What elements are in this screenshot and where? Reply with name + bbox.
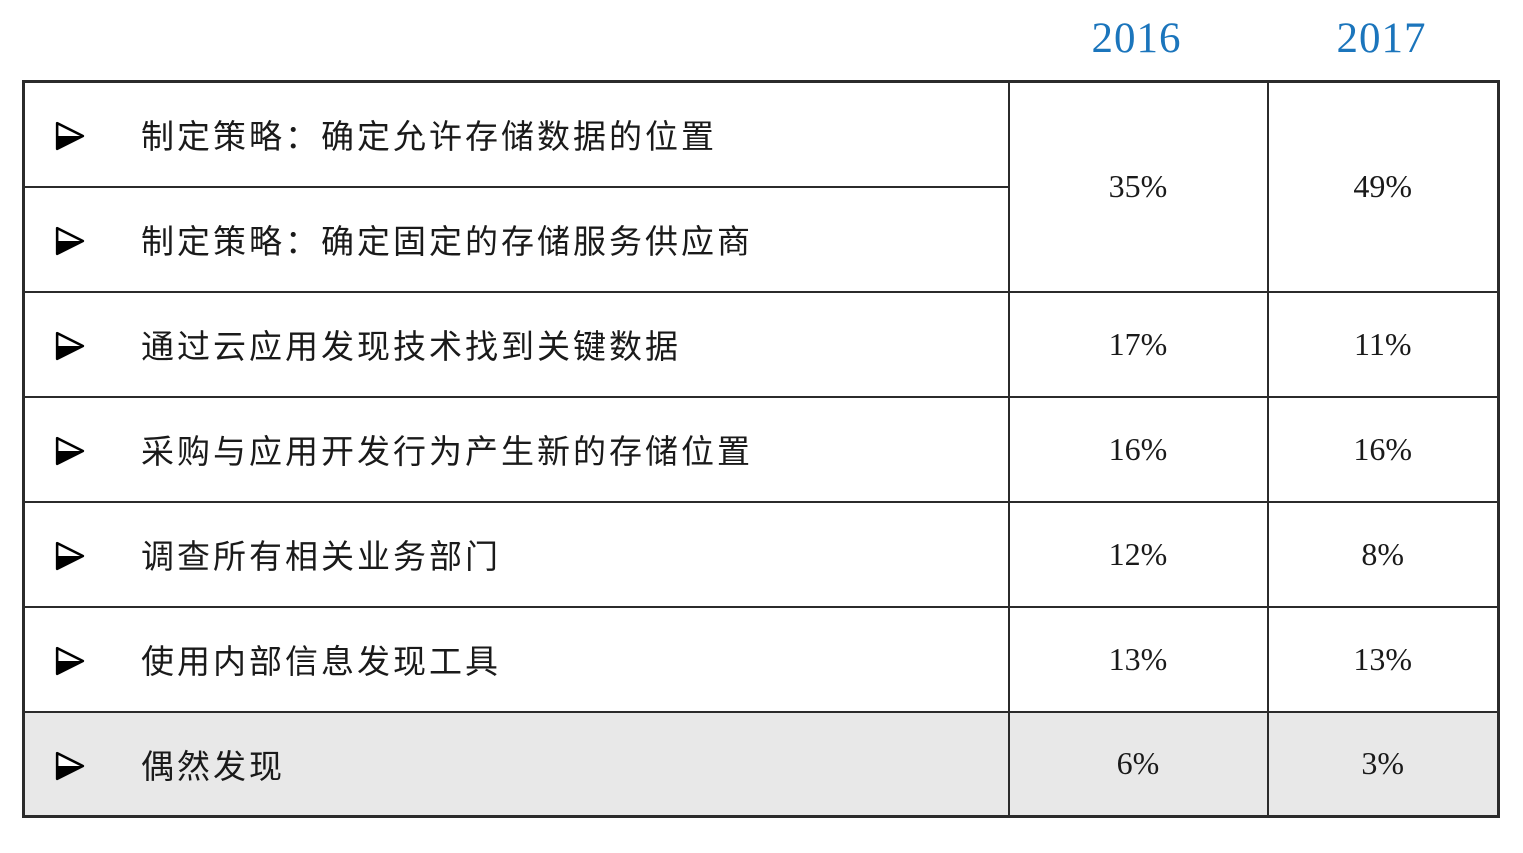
- row-label-cell: 使用内部信息发现工具: [22, 605, 1010, 713]
- value-2016: 17%: [1007, 290, 1269, 398]
- value-2016-merged: 35%: [1007, 80, 1269, 293]
- value-2017: 3%: [1266, 710, 1500, 818]
- table-row-shaded: 偶然发现 6% 3%: [22, 710, 1500, 818]
- value-2016: 6%: [1007, 710, 1269, 818]
- value-2016: 16%: [1007, 395, 1269, 503]
- arrowhead-right-3d-icon: [55, 751, 85, 781]
- row-label-cell: 采购与应用开发行为产生新的存储位置: [22, 395, 1010, 503]
- arrowhead-right-3d-icon: [55, 646, 85, 676]
- table-row: 制定策略：确定固定的存储服务供应商: [22, 185, 1499, 293]
- value-2017: 11%: [1266, 290, 1500, 398]
- table-row: 采购与应用开发行为产生新的存储位置 16% 16%: [22, 395, 1500, 503]
- row-label: 偶然发现: [141, 749, 285, 786]
- row-label: 通过云应用发现技术找到关键数据: [141, 330, 681, 366]
- data-table: 制定策略：确定允许存储数据的位置 35% 49% 制定策略：确定固定的存储服务供…: [22, 80, 1500, 818]
- arrowhead-right-3d-icon: [55, 541, 85, 571]
- arrowhead-right-3d-icon: [55, 436, 85, 466]
- row-label: 调查所有相关业务部门: [141, 540, 501, 576]
- row-label-cell: 制定策略：确定固定的存储服务供应商: [22, 185, 1010, 293]
- table-row: 通过云应用发现技术找到关键数据 17% 11%: [22, 290, 1500, 398]
- year-header-row: 2016 2017: [22, 0, 1497, 80]
- row-label: 采购与应用开发行为产生新的存储位置: [141, 435, 753, 471]
- arrowhead-right-3d-icon: [55, 226, 85, 256]
- value-2017-merged: 49%: [1266, 80, 1500, 293]
- value-2017: 8%: [1266, 500, 1500, 608]
- row-label-cell: 通过云应用发现技术找到关键数据: [22, 290, 1010, 398]
- table-row: 使用内部信息发现工具 13% 13%: [22, 605, 1500, 713]
- value-2016: 13%: [1007, 605, 1269, 713]
- row-label-cell: 偶然发现: [22, 710, 1010, 818]
- arrowhead-right-3d-icon: [55, 121, 85, 151]
- row-label: 制定策略：确定允许存储数据的位置: [141, 120, 717, 157]
- value-2016: 12%: [1007, 500, 1269, 608]
- column-header-2017: 2017: [1336, 15, 1427, 62]
- row-label-cell: 调查所有相关业务部门: [22, 500, 1010, 608]
- table-row: 制定策略：确定允许存储数据的位置 35% 49%: [22, 80, 1500, 293]
- table-row: 调查所有相关业务部门 12% 8%: [22, 500, 1500, 608]
- row-label: 制定策略：确定固定的存储服务供应商: [141, 225, 753, 261]
- arrowhead-right-3d-icon: [55, 331, 85, 361]
- row-label: 使用内部信息发现工具: [141, 645, 501, 681]
- value-2017: 16%: [1266, 395, 1500, 503]
- row-label-cell: 制定策略：确定允许存储数据的位置: [22, 80, 1010, 188]
- value-2017: 13%: [1266, 605, 1500, 713]
- column-header-2016: 2016: [1091, 15, 1182, 62]
